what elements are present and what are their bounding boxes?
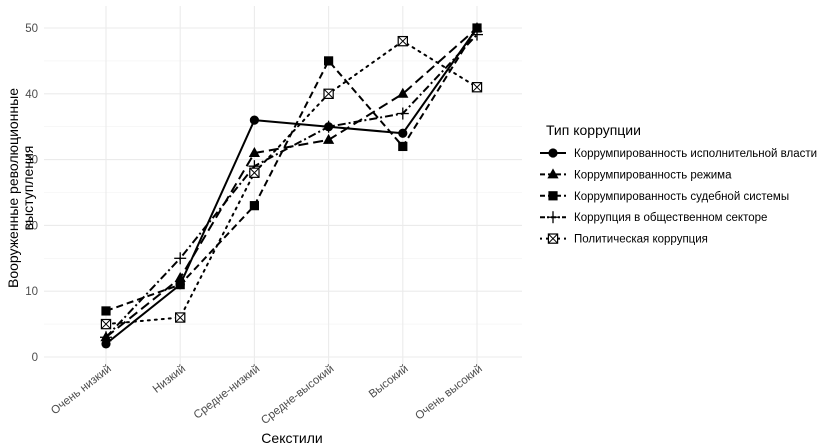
- y-tick-label: 40: [25, 89, 38, 101]
- series-line: [105, 33, 478, 338]
- square-marker: [175, 280, 185, 290]
- y-tick-label: 30: [25, 155, 38, 167]
- square-marker: [548, 191, 558, 201]
- triangle-marker: [323, 133, 335, 144]
- x-tick-label: Низкий: [151, 363, 188, 396]
- plus-marker: [396, 107, 409, 120]
- circle-marker: [101, 339, 111, 349]
- y-tick-label: 10: [25, 286, 38, 298]
- circle-marker: [249, 115, 259, 125]
- square-marker: [249, 201, 259, 211]
- triangle-marker: [397, 87, 409, 98]
- series-line: [105, 27, 478, 345]
- grid: [44, 6, 522, 366]
- boxed-x-marker: [249, 167, 260, 178]
- boxed-x-marker: [323, 88, 334, 99]
- legend: Тип коррупции Коррумпированность исполнит…: [540, 122, 817, 246]
- y-tick-label: 50: [25, 23, 38, 35]
- circle-marker: [398, 128, 408, 138]
- triangle-marker: [248, 147, 260, 158]
- legend-item: Коррумпированность исполнительной власти: [540, 148, 817, 160]
- square-marker: [472, 23, 482, 33]
- x-tick-label: Очень низкий: [49, 363, 114, 417]
- series-5: [100, 35, 483, 330]
- plus-marker: [471, 28, 483, 41]
- square-marker: [398, 141, 408, 152]
- legend-label: Коррумпированность режима: [574, 169, 732, 181]
- boxed-x-marker: [547, 233, 559, 244]
- legend-label: Коррупция в общественном секторе: [574, 212, 767, 224]
- square-marker: [324, 56, 334, 66]
- legend-item: Коррумпированность режима: [540, 168, 732, 181]
- boxed-x-marker: [397, 35, 409, 47]
- series-2: [100, 22, 483, 342]
- plus-marker: [547, 211, 559, 224]
- x-axis-title: Секстили: [261, 430, 322, 446]
- legend-item: Коррупция в общественном секторе: [540, 211, 767, 224]
- legend-item: Политическая коррупция: [540, 233, 708, 246]
- x-axis: Очень низкий Низкий Средне-низкийСредне-вы…: [49, 363, 485, 427]
- circle-marker: [548, 148, 558, 158]
- x-tick-label: Высокий: [367, 363, 411, 401]
- legend-label: Коррумпированность судебной системы: [574, 191, 789, 203]
- square-marker: [101, 306, 111, 316]
- y-axis-title: Вооруженные революционные выступления: [5, 88, 36, 288]
- series-3: [101, 23, 482, 316]
- plus-marker: [322, 120, 335, 133]
- y-tick-label: 0: [32, 352, 38, 364]
- x-tick-label: Очень высокий: [413, 363, 485, 423]
- boxed-x-marker: [100, 318, 112, 330]
- legend-label: Коррумпированность исполнительной власти: [574, 148, 817, 160]
- legend-label: Политическая коррупция: [574, 234, 708, 246]
- triangle-marker: [174, 272, 186, 283]
- series-line: [105, 40, 478, 326]
- y-axis-title-line: Вооруженные революционные: [5, 88, 21, 288]
- series-1: [101, 23, 482, 349]
- triangle-marker: [547, 168, 559, 179]
- boxed-x-marker: [471, 82, 483, 93]
- plus-marker: [100, 331, 112, 344]
- y-axis: 0 10 20 30 40 50: [25, 23, 38, 364]
- x-tick-label: Средне-высокий: [259, 363, 336, 427]
- y-axis-title-line: выступления: [20, 146, 36, 231]
- plus-marker: [174, 252, 187, 265]
- x-tick-label: Средне-низкий: [192, 363, 262, 422]
- y-tick-label: 20: [25, 220, 38, 232]
- boxed-x-marker: [175, 312, 186, 323]
- legend-title: Тип коррупции: [546, 122, 641, 138]
- legend-item: Коррумпированность судебной системы: [540, 191, 789, 203]
- series-line: [105, 27, 478, 312]
- plot-area: [100, 22, 483, 349]
